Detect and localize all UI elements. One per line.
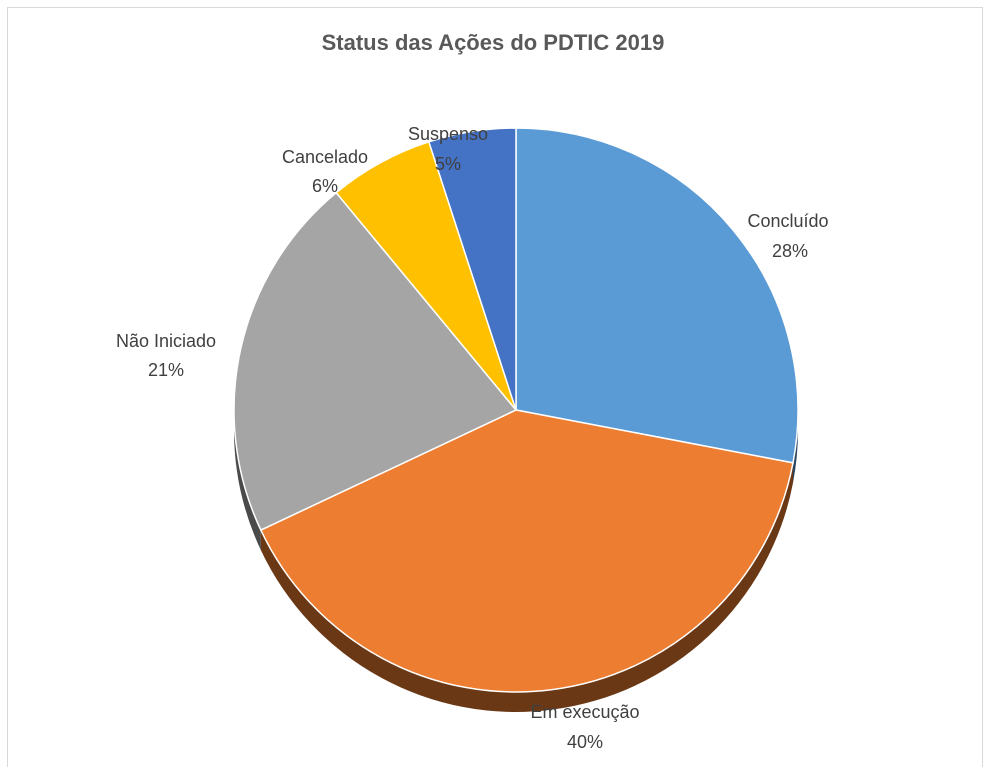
slice-percent-cancelado: 6%	[312, 176, 338, 196]
slice-label-em-execucao: Em execução	[530, 702, 639, 722]
slice-em-execucao[interactable]	[259, 409, 794, 693]
slice-percent-suspenso: 5%	[435, 154, 461, 174]
slice-label-concluido: Concluído	[747, 211, 828, 231]
slice-concluido[interactable]	[515, 127, 799, 464]
slice-label-cancelado: Cancelado	[282, 147, 368, 167]
slice-percent-concluido: 28%	[772, 241, 808, 261]
pie-slices	[233, 127, 799, 693]
slice-suspenso[interactable]	[427, 127, 517, 411]
slice-nao-iniciado[interactable]	[233, 191, 518, 532]
slice-side-concluido	[793, 410, 799, 483]
pie-labels: Concluído 28% Em execução 40% Não Iniciado 21…	[116, 124, 829, 752]
chart-title: Status das Ações do PDTIC 2019	[321, 30, 665, 55]
slice-percent-em-execucao: 40%	[567, 732, 603, 752]
slice-percent-nao-iniciado: 21%	[148, 360, 184, 380]
slice-label-suspenso: Suspenso	[408, 124, 488, 144]
slice-label-nao-iniciado: Não Iniciado	[116, 331, 216, 351]
